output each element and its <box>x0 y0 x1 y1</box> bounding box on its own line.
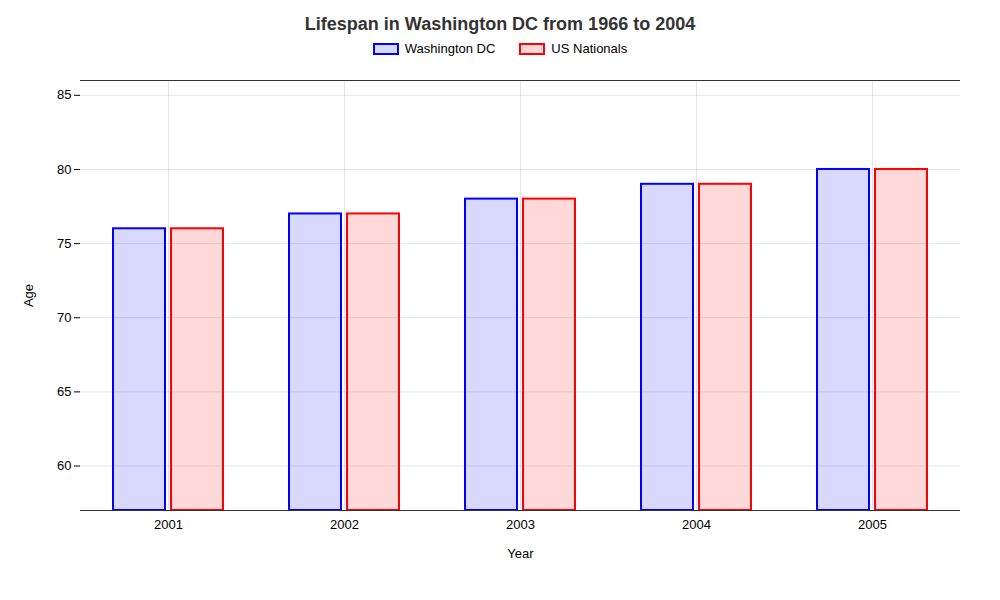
html-text:Lifespan in Washington DC from: Lifespan in Washington DC from 1966 to 2… <box>304 14 696 34</box>
svg-text:2001: 2001 <box>154 517 183 532</box>
svg-text:60: 60 <box>57 458 71 473</box>
svg-text:75: 75 <box>57 236 71 251</box>
svg-text:Age: Age <box>21 284 36 307</box>
svg-text:85: 85 <box>57 87 71 102</box>
svg-text:2003: 2003 <box>506 517 535 532</box>
svg-text:2005: 2005 <box>858 517 887 532</box>
svg-text:2004: 2004 <box>682 517 711 532</box>
svg-text:80: 80 <box>57 162 71 177</box>
svg-text:2002: 2002 <box>330 517 359 532</box>
svg-text:70: 70 <box>57 310 71 325</box>
svg-text:Year: Year <box>507 546 534 561</box>
svg-text:65: 65 <box>57 384 71 399</box>
html-text:Washington DC: Washington DC <box>404 41 496 56</box>
html-text:US Nationals: US Nationals <box>551 41 628 56</box>
